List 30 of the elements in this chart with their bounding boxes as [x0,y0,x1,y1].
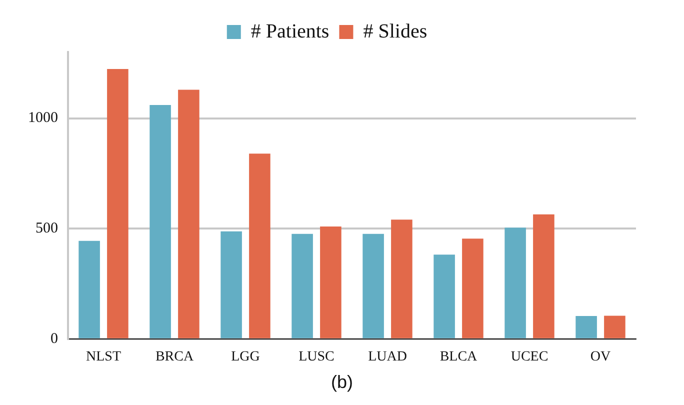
x-tick-label: UCEC [510,349,548,364]
x-tick-label: BRCA [155,349,194,364]
y-tick-label: 500 [36,220,58,237]
bar [533,214,554,338]
legend-label: # Patients [250,20,330,42]
bar [78,240,100,338]
bar [504,228,526,338]
bar [462,238,484,338]
bar [576,316,597,338]
bar [107,69,128,338]
y-tick-label: 0 [50,331,58,348]
bar [249,154,270,338]
bar [220,231,242,338]
bar [320,226,342,338]
x-tick-label: LUSC [298,349,334,364]
x-tick-label: BLCA [440,349,478,364]
x-tick-label: OV [590,349,611,364]
legend-label: # Slides [363,20,428,42]
bar [391,220,412,338]
text: (b) [330,372,354,393]
bar [604,316,626,338]
bar [362,234,384,338]
bar [178,90,200,338]
bar [150,105,171,338]
bar [292,234,313,338]
x-tick-label: LGG [231,349,260,364]
bar [434,254,455,338]
y-tick-label: 1000 [28,110,58,126]
x-tick-label: NLST [86,349,122,364]
x-tick-label: LUAD [368,349,407,364]
